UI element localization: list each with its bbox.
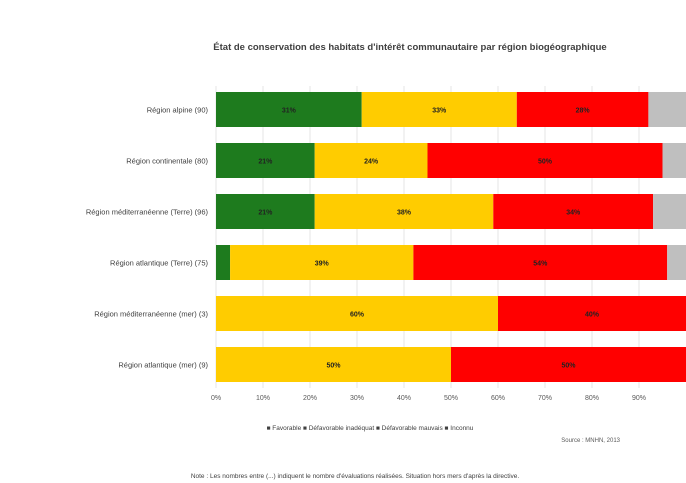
data-label: 28% — [576, 108, 591, 115]
bar-segment — [216, 296, 498, 331]
data-label: 33% — [432, 108, 447, 115]
bar-segment — [653, 194, 686, 229]
bar-segment — [413, 245, 668, 280]
data-label: 31% — [282, 108, 297, 115]
data-label: 50% — [326, 363, 341, 370]
x-axis-ticks: 0% 10% 20% 30% 40% 50% 60% 70% 80% 90% — [211, 395, 646, 402]
x-tick-label: 0% — [211, 395, 221, 402]
gridlines — [215, 86, 640, 388]
data-label: 54% — [533, 261, 548, 268]
data-label: 38% — [397, 210, 412, 217]
source-text: Source : MNHN, 2013 — [561, 438, 620, 444]
bars: 31% 33% 28% 21% 24% 50% 21% 38% 34% 39% 54% 60% 40% 5… — [216, 92, 686, 382]
data-label: 50% — [538, 159, 553, 166]
x-tick-label: 40% — [397, 395, 411, 402]
x-tick-label: 70% — [538, 395, 552, 402]
data-label: 60% — [350, 312, 365, 319]
bar-segment — [516, 92, 649, 127]
bar-segment — [493, 194, 654, 229]
bar-segment — [216, 194, 315, 229]
bar-segment — [361, 92, 517, 127]
category-label: Région méditerranéenne (Terre) (96) — [86, 208, 209, 217]
bar-segment — [216, 92, 362, 127]
bar-segment — [216, 245, 231, 280]
data-label: 21% — [258, 159, 273, 166]
x-tick-label: 90% — [632, 395, 646, 402]
bar-segment — [216, 347, 451, 382]
x-tick-label: 50% — [444, 395, 458, 402]
data-label: 24% — [364, 159, 379, 166]
x-tick-label: 30% — [350, 395, 364, 402]
category-labels: Région alpine (90) Région continentale (8… — [86, 106, 209, 370]
bar-segment — [498, 296, 686, 331]
category-label: Région alpine (90) — [147, 106, 209, 115]
footnote: Note : Les nombres entre (...) indiquent… — [191, 473, 520, 480]
category-label: Région atlantique (Terre) (75) — [110, 259, 208, 268]
bar-segment — [648, 92, 686, 127]
x-tick-label: 10% — [256, 395, 270, 402]
data-label: 50% — [561, 363, 576, 370]
data-label: 34% — [566, 210, 581, 217]
bar-segment — [427, 143, 663, 178]
category-label: Région méditerranéenne (mer) (3) — [94, 310, 208, 319]
data-label: 21% — [258, 210, 273, 217]
bar-segment — [662, 143, 686, 178]
bar-segment — [667, 245, 686, 280]
bar-segment — [451, 347, 686, 382]
category-label: Région continentale (80) — [126, 157, 208, 166]
x-tick-label: 60% — [491, 395, 505, 402]
data-label: 39% — [315, 261, 330, 268]
bar-segment — [314, 143, 428, 178]
x-tick-label: 20% — [303, 395, 317, 402]
x-tick-label: 80% — [585, 395, 599, 402]
bar-segment — [314, 194, 494, 229]
chart-title: État de conservation des habitats d'inté… — [213, 42, 606, 53]
legend: ■ Favorable ■ Défavorable inadéquat ■ Dé… — [267, 425, 474, 432]
bar-segment — [216, 143, 315, 178]
data-label: 40% — [585, 312, 600, 319]
category-label: Région atlantique (mer) (9) — [118, 361, 208, 370]
bar-segment — [230, 245, 414, 280]
